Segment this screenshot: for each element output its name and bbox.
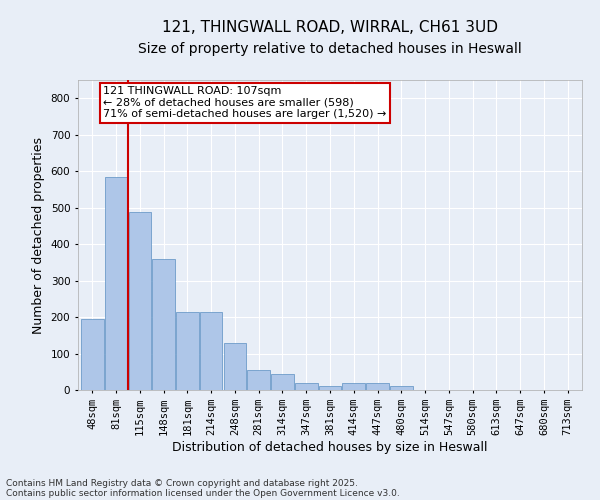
- Text: 121 THINGWALL ROAD: 107sqm
← 28% of detached houses are smaller (598)
71% of sem: 121 THINGWALL ROAD: 107sqm ← 28% of deta…: [103, 86, 386, 120]
- Bar: [176, 312, 199, 390]
- Text: Contains HM Land Registry data © Crown copyright and database right 2025.: Contains HM Land Registry data © Crown c…: [6, 478, 358, 488]
- Bar: [152, 258, 175, 390]
- Y-axis label: Number of detached properties: Number of detached properties: [32, 136, 45, 334]
- Bar: [247, 370, 270, 390]
- Text: 121, THINGWALL ROAD, WIRRAL, CH61 3UD: 121, THINGWALL ROAD, WIRRAL, CH61 3UD: [162, 20, 498, 35]
- Bar: [105, 176, 127, 390]
- Bar: [366, 382, 389, 390]
- Bar: [271, 374, 294, 390]
- Bar: [319, 386, 341, 390]
- Bar: [128, 212, 151, 390]
- Bar: [224, 342, 246, 390]
- Bar: [390, 386, 413, 390]
- Bar: [295, 382, 317, 390]
- Bar: [343, 382, 365, 390]
- X-axis label: Distribution of detached houses by size in Heswall: Distribution of detached houses by size …: [172, 440, 488, 454]
- Bar: [81, 319, 104, 390]
- Bar: [200, 312, 223, 390]
- Text: Size of property relative to detached houses in Heswall: Size of property relative to detached ho…: [138, 42, 522, 56]
- Text: Contains public sector information licensed under the Open Government Licence v3: Contains public sector information licen…: [6, 488, 400, 498]
